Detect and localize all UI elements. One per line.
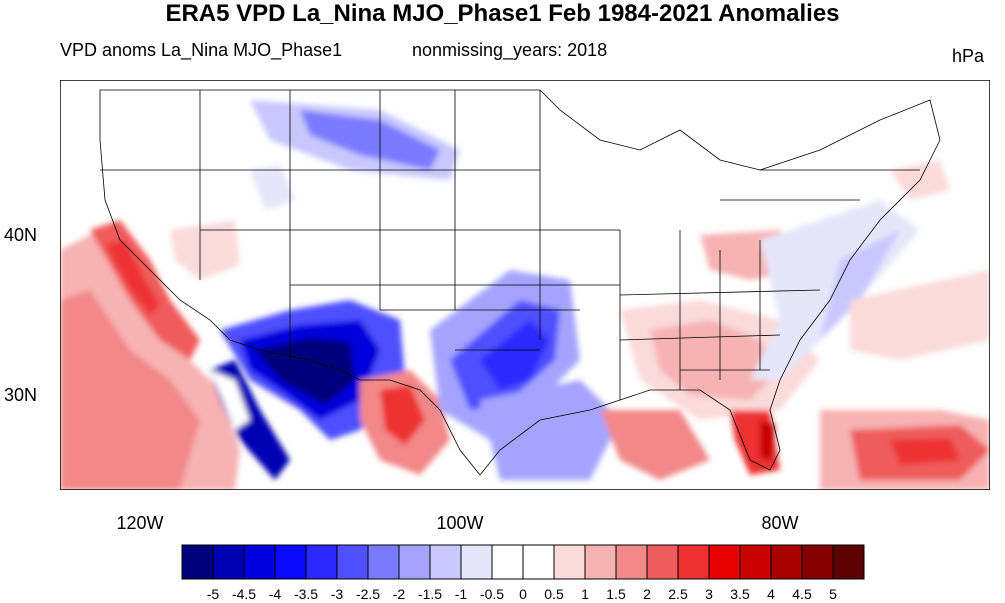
colorbar-tick-label: -1.5 (417, 586, 443, 602)
colorbar-tick-label: -0.5 (479, 586, 505, 602)
colorbar-box (739, 544, 772, 580)
colorbar-box (336, 544, 369, 580)
units-label: hPa (952, 46, 985, 66)
colorbar-tick-label: -5 (206, 586, 220, 602)
colorbar-tick-label: 4.5 (792, 586, 812, 602)
colorbar-tick-label: -3.5 (293, 586, 319, 602)
lat-label-30n: 30N (4, 385, 38, 405)
colorbar-tick-label: -2 (392, 586, 406, 602)
colorbar-tick-label: 3.5 (730, 586, 750, 602)
colorbar-tick-label: -4 (268, 586, 282, 602)
colorbar-tick-label: 5 (829, 586, 837, 602)
colorbar-tick-label: -1 (454, 586, 468, 602)
colorbar-box (181, 544, 214, 580)
colorbar-tick-label: 2 (643, 586, 651, 602)
colorbar-box (491, 544, 524, 580)
colorbar (181, 544, 865, 580)
colorbar-box (367, 544, 400, 580)
lon-label-80w: 80W (761, 513, 799, 533)
colorbar-box (708, 544, 741, 580)
colorbar-box (212, 544, 245, 580)
colorbar-tick-label: -3 (330, 586, 344, 602)
colorbar-box (274, 544, 307, 580)
center-subtitle: nonmissing_years: 2018 (412, 40, 608, 60)
colorbar-tick-label: 1 (581, 586, 589, 602)
colorbar-box (615, 544, 648, 580)
lon-label-120w: 120W (116, 513, 164, 533)
colorbar-box (553, 544, 586, 580)
colorbar-tick-label: 0 (519, 586, 527, 602)
colorbar-tick-label: 3 (705, 586, 713, 602)
colorbar-box (429, 544, 462, 580)
colorbar-box (770, 544, 803, 580)
colorbar-box (460, 544, 493, 580)
vpd-anomaly-map (60, 80, 990, 490)
colorbar-box (522, 544, 555, 580)
left-subtitle: VPD anoms La_Nina MJO_Phase1 (60, 40, 343, 60)
colorbar-box (677, 544, 710, 580)
lat-label-40n: 40N (4, 225, 38, 245)
figure-title: ERA5 VPD La_Nina MJO_Phase1 Feb 1984-202… (165, 0, 840, 27)
colorbar-box (584, 544, 617, 580)
colorbar-box (398, 544, 431, 580)
colorbar-tick-label: 1.5 (606, 586, 626, 602)
colorbar-box (243, 544, 276, 580)
state-boundaries (99, 89, 941, 476)
colorbar-tick-label: -4.5 (231, 586, 257, 602)
colorbar-box (832, 544, 865, 580)
colorbar-box (305, 544, 338, 580)
colorbar-tick-label: 0.5 (544, 586, 564, 602)
colorbar-box (646, 544, 679, 580)
colorbar-tick-label: -2.5 (355, 586, 381, 602)
colorbar-tick-label: 2.5 (668, 586, 688, 602)
colorbar-tick-label: 4 (767, 586, 775, 602)
lon-label-100w: 100W (436, 513, 484, 533)
colorbar-box (801, 544, 834, 580)
